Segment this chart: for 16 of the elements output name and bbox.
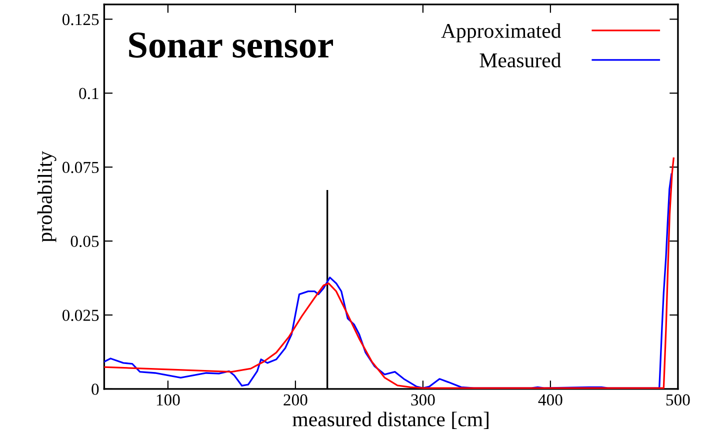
x-axis-title: measured distance [cm] xyxy=(292,412,488,429)
text: Sonar sensor xyxy=(129,32,333,58)
y-tick-label: 0.05 xyxy=(70,236,99,248)
legend-label: Approximated xyxy=(441,23,562,42)
y-tick-label: 0.075 xyxy=(62,162,99,174)
x-tick-label: 100 xyxy=(156,394,180,406)
y-tick-label: 0.025 xyxy=(62,310,99,322)
y-tick-label: 0.1 xyxy=(79,88,98,100)
x-tick-label: 400 xyxy=(538,394,562,406)
legend-label: Measured xyxy=(480,52,562,68)
x-tick-label: 200 xyxy=(284,394,308,406)
x-tick-label: 500 xyxy=(666,394,690,406)
x-tick-label: 300 xyxy=(411,394,435,406)
y-tick-label: 0.125 xyxy=(62,14,99,26)
y-tick-label: 0 xyxy=(92,384,99,395)
y-axis-title: probability xyxy=(37,151,56,242)
